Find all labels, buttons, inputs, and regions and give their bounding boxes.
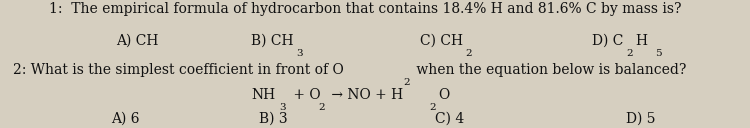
Text: B) 3: B) 3 <box>259 111 287 125</box>
Text: H: H <box>635 34 647 48</box>
Text: 2: 2 <box>465 49 472 58</box>
Text: 1:  The empirical formula of hydrocarbon that contains 18.4% H and 81.6% C by ma: 1: The empirical formula of hydrocarbon … <box>49 2 681 16</box>
Text: → NO + H: → NO + H <box>327 88 404 102</box>
Text: 5: 5 <box>655 49 662 58</box>
Text: 2: What is the simplest coefficient in front of O: 2: What is the simplest coefficient in f… <box>13 63 344 77</box>
Text: 2: 2 <box>626 49 633 58</box>
Text: D) 5: D) 5 <box>626 111 656 125</box>
Text: + O: + O <box>289 88 320 102</box>
Text: B) CH: B) CH <box>251 34 294 48</box>
Text: 2: 2 <box>429 103 436 112</box>
Text: 3: 3 <box>280 103 286 112</box>
Text: when the equation below is balanced?: when the equation below is balanced? <box>412 63 686 77</box>
Text: A) 6: A) 6 <box>111 111 140 125</box>
Text: NH: NH <box>251 88 275 102</box>
Text: O: O <box>438 88 449 102</box>
Text: 3: 3 <box>296 49 303 58</box>
Text: C) 4: C) 4 <box>435 111 464 125</box>
Text: A) CH: A) CH <box>116 34 159 48</box>
Text: 2: 2 <box>404 78 410 87</box>
Text: 2: 2 <box>318 103 325 112</box>
Text: C) CH: C) CH <box>420 34 463 48</box>
Text: D) C: D) C <box>592 34 624 48</box>
